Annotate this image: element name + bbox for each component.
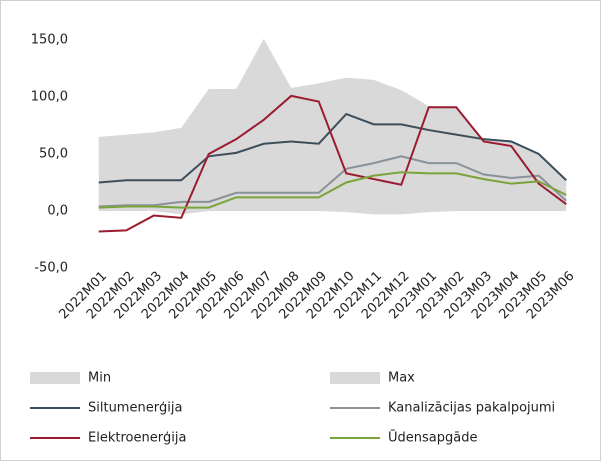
area — [98, 38, 567, 211]
y-tick-label: 150,0 — [31, 33, 68, 48]
line — [98, 94, 567, 233]
legend-label: Max — [388, 371, 415, 386]
area — [98, 211, 567, 215]
line — [98, 155, 567, 208]
legend-label: Kanalizācijas pakalpojumi — [388, 401, 555, 416]
legend-swatch — [330, 372, 380, 384]
y-tick-label: 50,0 — [39, 147, 68, 162]
line — [98, 171, 567, 209]
y-tick-label: 0,0 — [47, 204, 68, 219]
legend-label: Ūdensapgāde — [388, 431, 477, 446]
legend-label: Siltumenerģija — [88, 401, 183, 416]
legend-label: Elektroenerģija — [88, 431, 186, 446]
y-tick-label: -50,0 — [34, 261, 68, 276]
legend-label: Min — [88, 371, 111, 386]
line — [98, 112, 567, 184]
y-tick-label: 100,0 — [31, 90, 68, 105]
legend-swatch — [30, 372, 80, 384]
